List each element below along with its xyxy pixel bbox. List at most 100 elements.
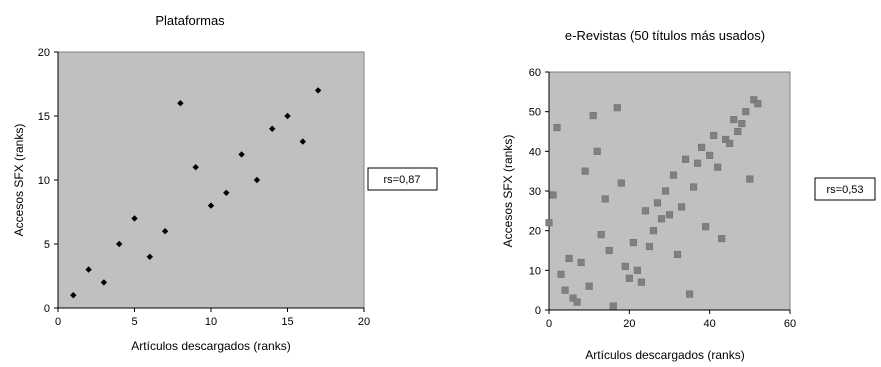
- data-point: [70, 292, 77, 299]
- data-point: [253, 176, 261, 184]
- correlation-label: rs=0,87: [384, 174, 421, 186]
- data-point: [581, 167, 589, 175]
- data-point: [146, 253, 153, 260]
- data-point: [597, 231, 605, 239]
- data-point: [742, 108, 750, 116]
- data-point: [314, 87, 322, 94]
- data-point: [585, 282, 593, 290]
- data-point: [657, 215, 666, 223]
- y-tick-label: 50: [529, 107, 541, 119]
- data-point: [678, 203, 686, 211]
- data-point: [637, 278, 645, 286]
- data-point: [238, 151, 245, 158]
- x-axis-label: Artículos descargados (ranks): [585, 348, 744, 362]
- data-point: [722, 135, 730, 143]
- chart-title: e-Revistas (50 títulos más usados): [565, 28, 765, 43]
- data-point: [706, 151, 714, 159]
- correlation-box: [814, 177, 876, 201]
- data-point: [686, 290, 694, 298]
- correlation-label: rs=0,53: [827, 184, 864, 196]
- x-tick-label: 5: [131, 316, 137, 328]
- data-point: [734, 127, 742, 136]
- data-point: [625, 274, 633, 282]
- data-points: [70, 87, 322, 299]
- x-axis-label: Artículos descargados (ranks): [131, 339, 290, 353]
- data-point: [100, 279, 108, 286]
- data-point: [726, 139, 734, 147]
- y-tick-label: 20: [38, 47, 50, 59]
- y-tick-label: 10: [529, 265, 541, 277]
- data-point: [85, 266, 92, 273]
- data-point: [269, 125, 276, 132]
- data-point: [593, 147, 601, 155]
- data-point: [577, 258, 585, 266]
- x-tick-label: 40: [704, 318, 716, 330]
- x-tick-label: 0: [546, 318, 552, 330]
- data-point: [653, 199, 662, 207]
- data-point: [718, 235, 726, 243]
- data-point: [682, 155, 690, 163]
- data-point: [617, 179, 625, 187]
- data-point: [641, 207, 649, 215]
- chart-title: Plataformas: [155, 13, 225, 28]
- data-point: [589, 112, 597, 120]
- data-point: [569, 294, 577, 302]
- data-point: [730, 116, 738, 124]
- data-point: [702, 223, 710, 231]
- data-point: [284, 112, 291, 120]
- y-tick-label: 40: [529, 146, 541, 158]
- data-point: [665, 211, 674, 219]
- data-point: [207, 202, 215, 209]
- y-tick-label: 60: [529, 67, 541, 79]
- x-tick-label: 15: [281, 316, 293, 328]
- data-point: [549, 191, 557, 199]
- data-point: [223, 189, 230, 196]
- data-point: [116, 240, 123, 248]
- data-point: [621, 262, 629, 270]
- x-tick-label: 20: [358, 316, 370, 328]
- x-tick-label: 60: [784, 318, 796, 330]
- data-points: [545, 96, 762, 310]
- data-point: [613, 104, 621, 112]
- data-point: [669, 171, 678, 179]
- chart-plataformas: Plataformas 0 5 10 15 20 0 5 10 15 20 Artículos d…: [12, 13, 438, 353]
- chart-e-revistas: e-Revistas (50 títulos más usados) 0 20 40…: [501, 28, 876, 362]
- data-point: [565, 254, 573, 262]
- ticks: 0 5 10 15 20 0 5 10 15 20: [38, 47, 370, 328]
- x-tick-label: 0: [55, 316, 61, 328]
- y-tick-label: 10: [38, 175, 50, 187]
- y-tick-label: 15: [38, 111, 50, 123]
- data-point: [714, 163, 722, 171]
- data-point: [738, 120, 746, 128]
- data-point: [690, 183, 698, 191]
- data-point: [694, 159, 702, 167]
- data-point: [645, 242, 653, 251]
- plot-area: [57, 51, 365, 309]
- y-tick-label: 30: [529, 186, 541, 198]
- ticks: 0 20 40 60 0 10 20 30 40 50 60: [529, 67, 796, 330]
- x-tick-label: 10: [205, 316, 217, 328]
- data-point: [131, 215, 138, 222]
- data-point: [609, 302, 617, 310]
- data-point: [192, 164, 199, 171]
- data-point: [661, 187, 670, 195]
- data-point: [754, 100, 762, 108]
- data-point: [561, 286, 569, 294]
- plot-area: [548, 71, 791, 311]
- data-point: [698, 143, 706, 151]
- y-axis-label: Accesos SFX (ranks): [12, 124, 26, 237]
- y-tick-label: 0: [535, 305, 541, 317]
- data-point: [573, 298, 581, 306]
- data-point: [605, 246, 613, 255]
- correlation-box: [367, 167, 438, 191]
- data-point: [299, 138, 306, 145]
- data-point: [545, 219, 553, 227]
- data-point: [649, 227, 657, 235]
- data-point: [557, 270, 565, 278]
- data-point: [750, 96, 758, 104]
- data-point: [553, 123, 561, 132]
- data-point: [177, 100, 184, 107]
- data-point: [746, 175, 754, 183]
- data-point: [633, 266, 641, 274]
